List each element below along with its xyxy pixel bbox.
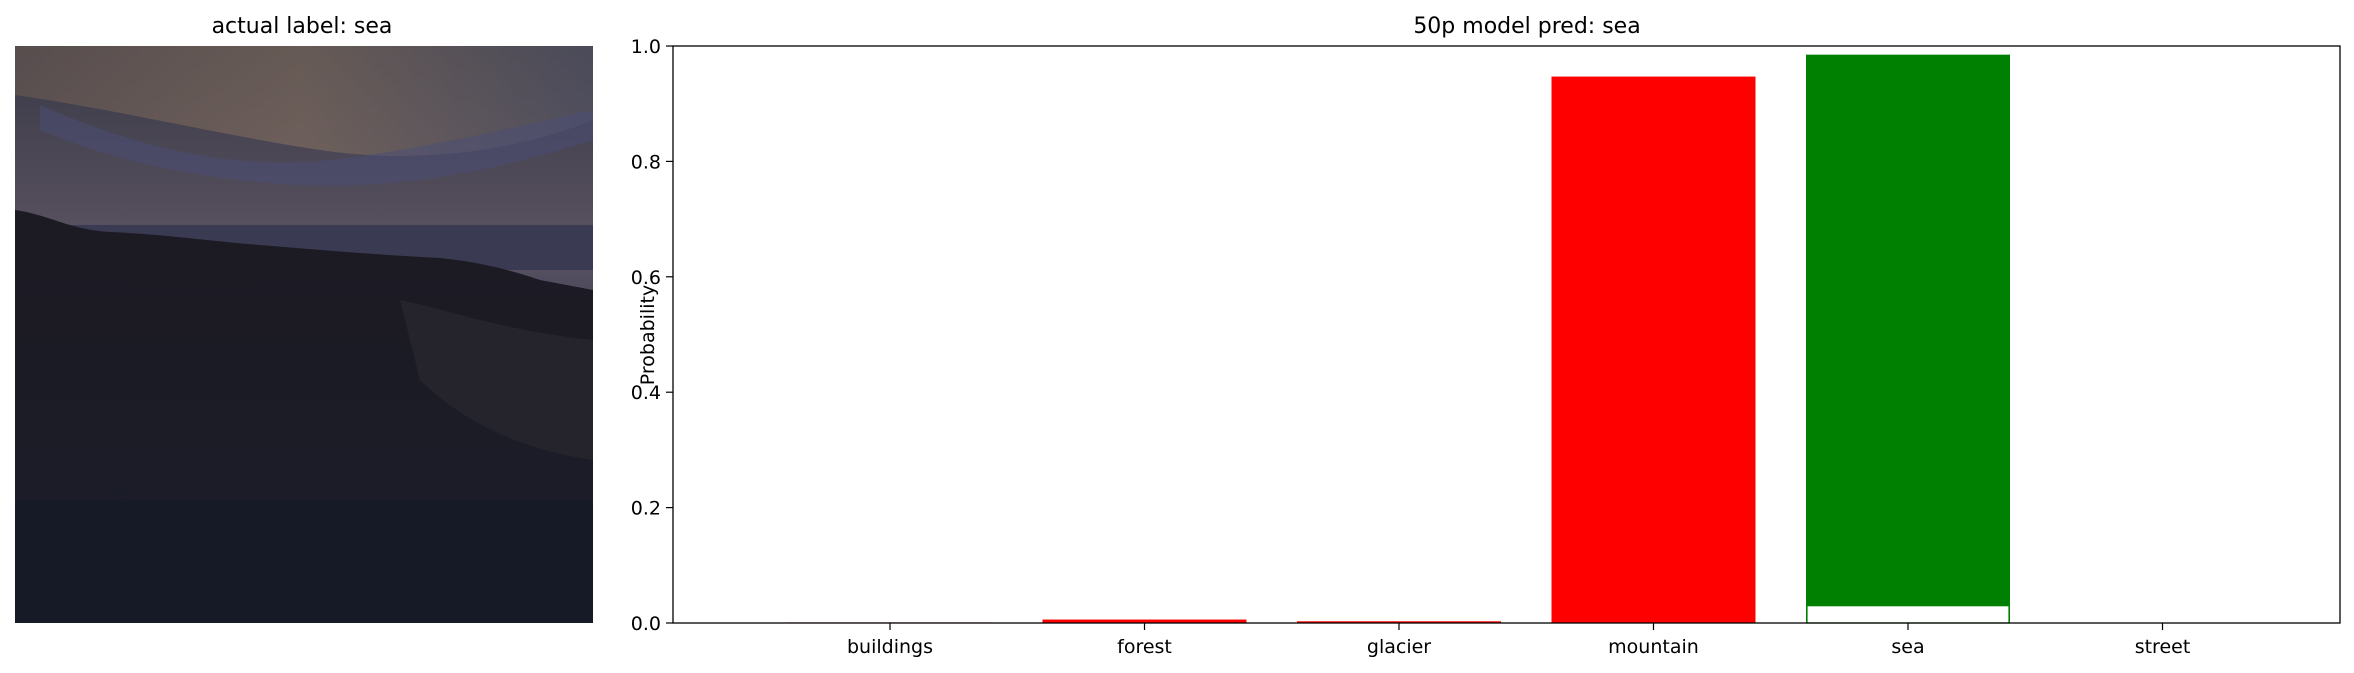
y-tick-label-0: 0.0 — [631, 613, 661, 635]
left-panel: actual label: sea — [15, 14, 593, 623]
sea-photo — [15, 46, 593, 623]
bar-forest — [1042, 619, 1247, 623]
bars-group — [788, 54, 2265, 624]
x-tick-label-mountain: mountain — [1608, 636, 1699, 658]
x-tick-label-forest: forest — [1117, 636, 1172, 658]
x-tick-label-glacier: glacier — [1367, 636, 1431, 658]
y-axis-label: Probability — [637, 285, 659, 385]
x-ticks-group: buildings forest glacier mountain sea street — [847, 623, 2190, 658]
x-tick-label-buildings: buildings — [847, 636, 933, 658]
y-tick-label-4: 0.8 — [631, 151, 661, 173]
y-tick-label-2: 0.4 — [631, 382, 661, 404]
bar-sea — [1806, 54, 2010, 623]
probability-bar-chart: 50p model pred: sea 0.0 0.2 0.4 0.6 0.8 1.0 b… — [631, 14, 2341, 658]
bar-mountain — [1551, 76, 1756, 624]
y-tick-label-1: 0.2 — [631, 498, 661, 520]
y-tick-label-5: 1.0 — [631, 36, 661, 58]
overlay-bar-sea — [1806, 605, 2010, 624]
bar-glacier — [1297, 621, 1501, 623]
left-panel-title: actual label: sea — [212, 14, 393, 39]
y-ticks-group: 0.0 0.2 0.4 0.6 0.8 1.0 — [631, 36, 673, 635]
y-tick-label-3: 0.6 — [631, 267, 661, 289]
axes-frame — [672, 45, 2341, 624]
chart-title: 50p model pred: sea — [1413, 14, 1640, 39]
x-tick-label-sea: sea — [1891, 636, 1924, 658]
x-tick-label-street: street — [2135, 636, 2191, 658]
